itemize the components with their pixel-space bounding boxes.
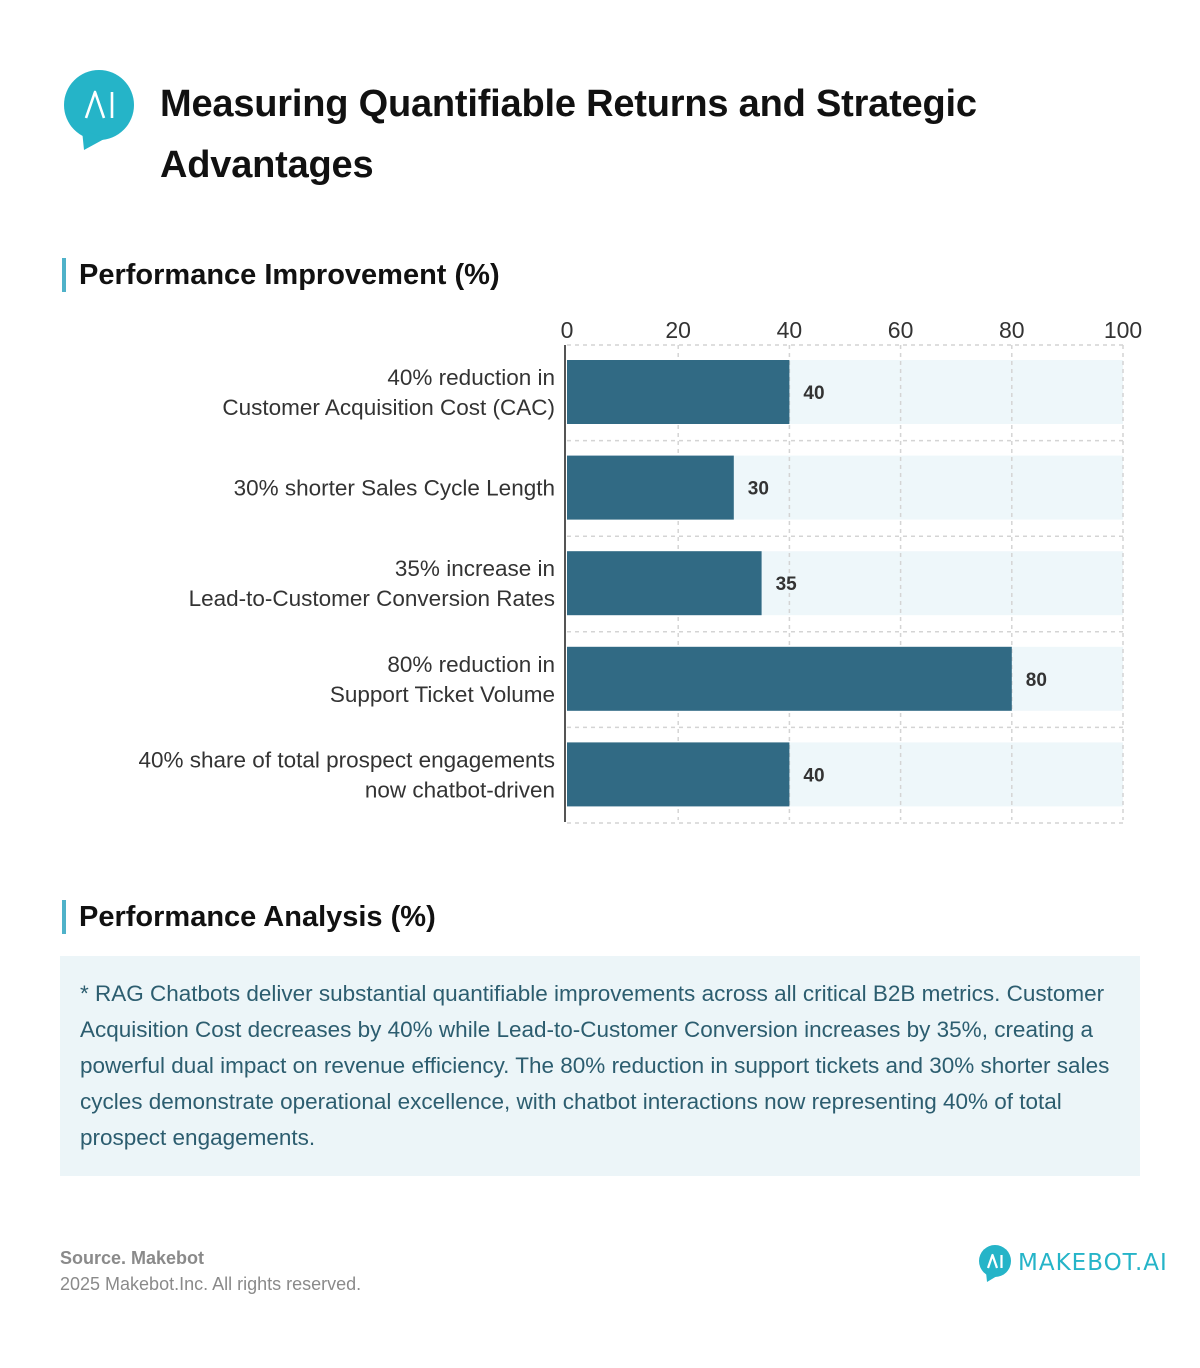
analysis-section-heading: Performance Analysis (%) — [62, 900, 436, 934]
brand-logo[interactable]: MAKEBOT.AI — [978, 1244, 1167, 1284]
category-label: 40% share of total prospect engagements — [138, 747, 555, 772]
tick-label: 40 — [777, 317, 803, 343]
bar — [567, 455, 734, 520]
performance-bar-chart: 40 40% reduction in Customer Acquisition C… — [138, 317, 1142, 824]
bar — [567, 646, 1012, 711]
tick-label: 20 — [665, 317, 691, 343]
category-label: 40% reduction in — [387, 365, 555, 390]
category-label: Lead-to-Customer Conversion Rates — [189, 586, 555, 611]
data-label: 80 — [1026, 670, 1047, 691]
data-label: 40 — [803, 765, 824, 786]
data-label: 40 — [803, 383, 824, 404]
bar — [567, 551, 762, 616]
footer-source: Source. Makebot — [60, 1248, 205, 1268]
brand-name: MAKEBOT.AI — [1018, 1250, 1168, 1276]
chart-section-heading: Performance Improvement (%) — [62, 258, 500, 292]
page-title: Measuring Quantifiable Returns and Strat… — [160, 83, 977, 186]
category-label: Support Ticket Volume — [330, 682, 555, 707]
bar — [567, 360, 790, 424]
category-label: 80% reduction in — [387, 652, 555, 677]
category-label: now chatbot-driven — [365, 777, 555, 802]
tick-label: 60 — [888, 317, 914, 343]
category-label: 30% shorter Sales Cycle Length — [234, 476, 555, 501]
tick-label: 100 — [1104, 317, 1142, 343]
tick-label: 0 — [561, 317, 574, 343]
data-label: 35 — [776, 574, 798, 595]
analysis-box: * RAG Chatbots deliver substantial quant… — [60, 956, 1140, 1176]
data-label: 30 — [748, 479, 769, 500]
analysis-text: * RAG Chatbots deliver substantial quant… — [80, 981, 1110, 1150]
category-label: Customer Acquisition Cost (CAC) — [222, 395, 555, 420]
ai-speech-bubble-icon — [64, 70, 134, 150]
tick-label: 80 — [999, 317, 1025, 343]
category-label: 35% increase in — [395, 556, 555, 581]
bar — [567, 742, 790, 807]
footer-copyright: 2025 Makebot.Inc. All rights reserved. — [60, 1274, 362, 1294]
brand-ai-icon — [979, 1245, 1011, 1282]
